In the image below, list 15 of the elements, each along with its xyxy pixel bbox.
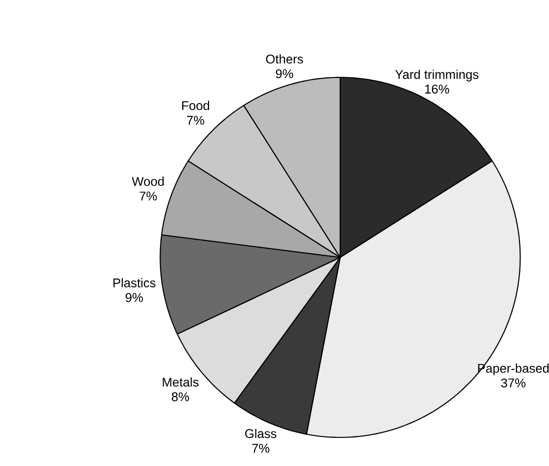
slice-label: Wood [132,176,164,186]
data-label: 16% [425,84,450,94]
data-label: 7% [187,116,204,125]
slice-label: Plastics [113,278,156,288]
slice-label: Metals [162,377,199,387]
data-label: 9% [276,69,294,78]
data-label: 37% [501,378,526,388]
data-label: 7% [140,192,157,200]
slice-label: Food [182,100,210,110]
slice-label: Yard trimmings [395,70,478,82]
slice-label: Others [266,54,303,64]
data-label: 9% [126,292,143,302]
data-label: 8% [172,392,190,402]
slice-label: Glass [245,428,276,438]
data-label: 7% [252,444,270,453]
